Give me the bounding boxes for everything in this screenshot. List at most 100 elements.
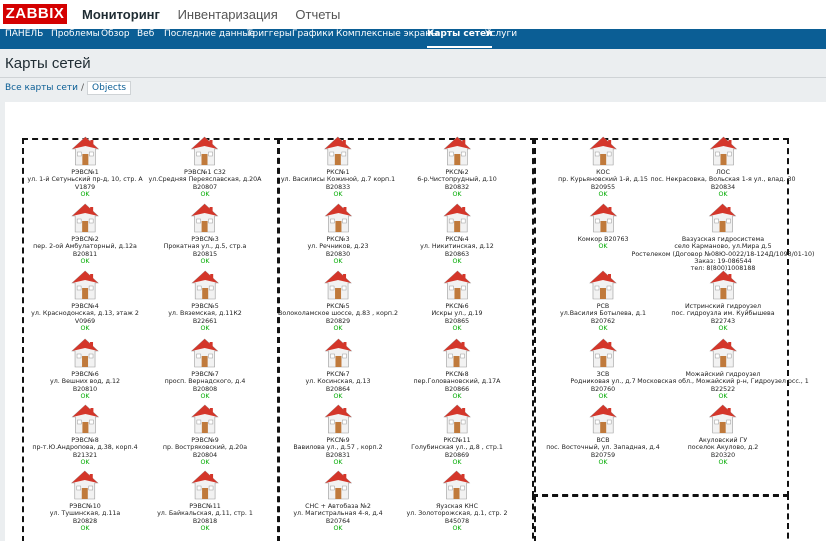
menu-reports[interactable]: Отчеты	[295, 7, 341, 22]
map-host-node[interactable]: РЭВС№9 пр. Востряковский, д.20а B20804 OK	[163, 404, 247, 466]
host-label-line: B22522	[710, 385, 736, 393]
submenu-overview[interactable]: Обзор	[101, 29, 130, 39]
house-icon	[632, 203, 815, 235]
map-host-node[interactable]: РКС№9 Вавилова ул., д.57 , корп.2 B20831 OK	[293, 404, 383, 466]
map-host-node[interactable]: РЭВС№10 ул. Тушинская, д.11а B20828 OK	[50, 470, 120, 532]
house-icon	[305, 338, 370, 370]
map-host-node[interactable]: РКС№3 ул. Речников, д.23 B20830 OK	[307, 203, 369, 265]
breadcrumb-separator: /	[80, 83, 85, 93]
host-label-line: V0969	[74, 317, 96, 325]
house-icon	[307, 203, 368, 235]
host-name: РЭВС№10	[69, 503, 101, 511]
map-host-node[interactable]: РКС№6 Искры ул., д.19 B20865 OK	[431, 270, 483, 332]
menu-inventory[interactable]: Инвентаризация	[177, 7, 278, 22]
map-host-node[interactable]: СНС + Автобаза №2 ул. Магистральная 4-я, …	[293, 470, 383, 532]
map-host-node[interactable]: Вазузская гидросистема село Карманово, ул…	[632, 203, 815, 273]
status-ok-label: OK	[80, 392, 90, 400]
host-label-line: B20807	[192, 183, 218, 191]
host-name: Комкор B20763	[577, 236, 629, 244]
map-host-node[interactable]: РСВ ул.Василия Ботылева, д.1 B20762 OK	[560, 270, 646, 332]
submenu-graphs[interactable]: Графики	[292, 29, 334, 39]
house-icon	[50, 338, 120, 370]
map-host-node[interactable]: РКС№7 ул. Косинская, д.13 B20864 OK	[305, 338, 371, 400]
map-host-node[interactable]: Можайский гидроузел Московская обл., Можа…	[637, 338, 809, 400]
house-icon	[27, 136, 142, 168]
breadcrumb: Все карты сети / Objects	[5, 81, 132, 95]
map-host-node[interactable]: РКС№11 Голубинская ул., д.8 , стр.1 B20869…	[411, 404, 503, 466]
house-icon	[32, 404, 137, 436]
house-icon	[546, 404, 660, 436]
host-name: РЭВС№6	[71, 371, 99, 379]
zabbix-logo[interactable]: ZABBIX	[3, 4, 67, 24]
status-ok-label: OK	[452, 190, 462, 198]
host-label-line: пос. Некрасовка, Вольская 1-я ул., влад.…	[650, 176, 796, 184]
host-label-line: B20759	[590, 451, 616, 459]
menu-monitoring[interactable]: Мониторинг	[82, 7, 160, 22]
host-label-line: тел: 8(800)1008188	[690, 265, 756, 273]
host-name: РЭВС№11	[189, 503, 221, 511]
host-label-line: B20832	[444, 183, 470, 191]
submenu-web[interactable]: Веб	[137, 29, 155, 39]
host-name: Истринский гидроузел	[684, 303, 762, 311]
map-host-node[interactable]: ВСВ пос. Восточный, ул. Западная, д.4 B207…	[546, 404, 660, 466]
map-host-node[interactable]: РЭВС№3 Прокатная ул., д.5, стр.а B20815 OK	[163, 203, 247, 265]
host-name: РКС№9	[326, 437, 350, 445]
map-host-node[interactable]: РЭВС№4 ул. Краснодонская, д.13, этаж 2 V09…	[31, 270, 139, 332]
map-host-node[interactable]: Акуловский ГУ поселок Акулово, д.2 B20320 O…	[688, 404, 758, 466]
submenu-triggers[interactable]: Триггеры	[247, 29, 292, 39]
map-host-node[interactable]: РЭВС№5 ул. Вяземская, д.11К2 B22661 OK	[168, 270, 242, 332]
map-host-node[interactable]: РКС№1 ул. Василисы Кожиной, д.7 корп.1 B20…	[281, 136, 395, 198]
host-label-line: пр. Востряковский, д.20а	[162, 444, 248, 452]
map-host-node[interactable]: РЭВС№6 ул. Вешних вод, д.12 B20810 OK	[50, 338, 120, 400]
host-label-line: Прокатная ул., д.5, стр.а	[163, 243, 247, 251]
map-host-node[interactable]: Яузская КНС ул. Золоторожская, д.1, стр. …	[407, 470, 507, 532]
host-label-line: ул. Тушинская, д.11а	[49, 510, 121, 518]
house-icon	[431, 270, 482, 302]
host-label-line: B20815	[192, 250, 218, 258]
map-host-node[interactable]: РЭВС№8 пр-т.Ю.Андропова, д.38, корп.4 B213…	[32, 404, 138, 466]
map-host-node[interactable]: Истринский гидроузел пос. гидроузла им. К…	[671, 270, 775, 332]
submenu-dashboard[interactable]: ПАНЕЛЬ	[5, 29, 44, 39]
house-icon	[293, 404, 382, 436]
map-host-node[interactable]: РКС№8 пер.Головановский, д.17А B20866 OK	[414, 338, 500, 400]
map-host-node[interactable]: ЗСВ Родниковая ул., д.7 B20760 OK	[570, 338, 636, 400]
house-icon	[650, 136, 795, 168]
map-host-node[interactable]: РЭВС№1 С32 ул.Средняя Переяславская, д.20…	[149, 136, 261, 198]
submenu-problems[interactable]: Проблемы	[51, 29, 100, 39]
status-ok-label: OK	[333, 190, 343, 198]
map-host-node[interactable]: Комкор B20763 OK	[577, 203, 629, 251]
map-host-node[interactable]: РЭВС№1 ул. 1-й Сетуньский пр-д, 10, стр. …	[27, 136, 143, 198]
house-icon	[570, 338, 635, 370]
host-label-line: B20833	[325, 183, 351, 191]
submenu-maps[interactable]: Карты сетей	[427, 29, 493, 49]
house-icon	[278, 270, 398, 302]
map-host-node[interactable]: РЭВС№2 пер. 2-ой Амбулаторный, д.12а B2081…	[33, 203, 137, 265]
map-host-node[interactable]: РЭВС№7 просп. Вернадского, д.4 B20808 OK	[165, 338, 245, 400]
map-host-node[interactable]: РКС№5 Волоколамское шоссе, д.83 , корп.2 B…	[278, 270, 398, 332]
status-ok-label: OK	[80, 257, 90, 265]
sub-menu: ПАНЕЛЬ Проблемы Обзор Веб Последние данн…	[0, 29, 826, 49]
host-label-line: Заказ: 19-086544	[694, 257, 752, 265]
map-host-node[interactable]: КОС пр. Курьяновский 1-й, д.15 B20955 OK	[558, 136, 648, 198]
host-label-line: Голубинская ул., д.8 , стр.1	[411, 444, 503, 452]
host-name: Вазузская гидросистема	[681, 236, 765, 244]
host-label-line: B21321	[72, 451, 98, 459]
submenu-services[interactable]: Услуги	[485, 29, 518, 39]
map-host-node[interactable]: РКС№4 ул. Никитинская, д.12 B20863 OK	[420, 203, 494, 265]
host-label-line: ул. Василисы Кожиной, д.7 корп.1	[280, 176, 396, 184]
host-name: РЭВС№9	[191, 437, 219, 445]
map-host-node[interactable]: ЛОС пос. Некрасовка, Вольская 1-я ул., вл…	[650, 136, 796, 198]
host-label-line: B20863	[444, 250, 470, 258]
host-label-line: пр. Курьяновский 1-й, д.15	[558, 176, 648, 184]
host-label-line: B20828	[72, 517, 98, 525]
host-label-line: село Карманово, ул.Мира д.5	[674, 243, 772, 251]
map-host-node[interactable]: РКС№2 6-р.Чистопрудный, д.10 B20832 OK	[417, 136, 497, 198]
map-host-node[interactable]: РЭВС№11 ул. Байкальская, д.11, стр. 1 B208…	[157, 470, 253, 532]
submenu-latest-data[interactable]: Последние данные	[164, 29, 256, 39]
submenu-screens[interactable]: Комплексные экраны	[336, 29, 439, 39]
status-ok-label: OK	[598, 458, 608, 466]
breadcrumb-current[interactable]: Objects	[87, 81, 132, 95]
breadcrumb-all-maps[interactable]: Все карты сети	[5, 83, 78, 93]
house-icon	[168, 270, 242, 302]
host-name: РСВ	[596, 303, 610, 311]
